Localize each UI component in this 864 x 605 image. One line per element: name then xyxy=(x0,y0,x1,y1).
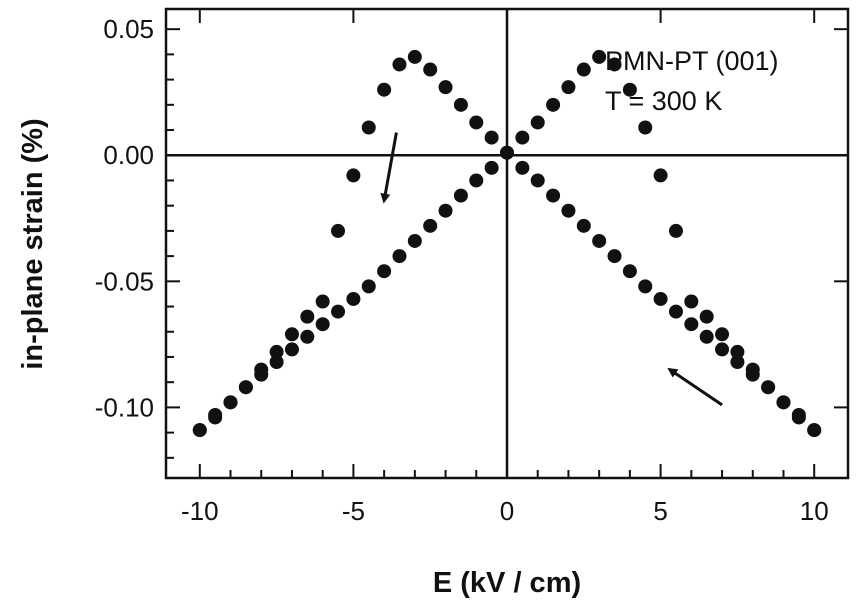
x-tick-label: -10 xyxy=(181,496,219,526)
data-point xyxy=(607,249,622,264)
data-point xyxy=(407,233,422,248)
x-tick-label: -5 xyxy=(342,496,365,526)
data-point xyxy=(331,304,346,319)
data-point xyxy=(254,362,269,377)
data-point xyxy=(500,145,514,160)
data-point xyxy=(469,115,484,130)
data-point xyxy=(776,395,791,410)
data-point xyxy=(592,233,607,248)
data-point xyxy=(208,410,223,425)
data-point xyxy=(761,380,776,395)
data-point xyxy=(392,249,407,264)
data-point xyxy=(699,309,714,324)
data-point xyxy=(730,344,745,359)
data-point xyxy=(192,423,207,438)
data-point xyxy=(561,203,576,218)
data-point xyxy=(453,188,468,203)
annotation-temperature: T = 300 K xyxy=(605,86,722,116)
data-point xyxy=(484,160,499,175)
data-point xyxy=(423,62,438,77)
y-tick-label: -0.05 xyxy=(95,266,154,296)
data-point xyxy=(453,97,468,112)
data-point xyxy=(346,168,361,183)
data-point xyxy=(530,115,545,130)
data-point xyxy=(407,49,422,64)
data-point xyxy=(576,218,591,233)
data-point xyxy=(607,57,622,72)
sweep-direction-arrow xyxy=(667,367,723,407)
data-point xyxy=(377,264,392,279)
data-point xyxy=(791,407,806,422)
y-axis-title: in-plane strain (%) xyxy=(17,118,49,369)
y-tick-label: 0.00 xyxy=(103,140,154,170)
data-point xyxy=(515,130,530,145)
data-point xyxy=(745,367,760,382)
data-point xyxy=(269,355,284,370)
data-point xyxy=(715,342,730,357)
data-point xyxy=(392,57,407,72)
data-point xyxy=(715,327,730,342)
data-point xyxy=(668,304,683,319)
data-point xyxy=(269,344,284,359)
y-tick-label: 0.05 xyxy=(103,14,154,44)
sweep-direction-arrow xyxy=(380,132,398,204)
data-point xyxy=(653,291,668,306)
data-point xyxy=(546,188,561,203)
data-point xyxy=(515,160,530,175)
y-tick-label: -0.10 xyxy=(95,392,154,422)
data-point xyxy=(469,173,484,188)
x-axis-title: E (kV / cm) xyxy=(433,567,581,599)
data-point xyxy=(592,49,607,64)
data-point xyxy=(684,317,699,332)
data-point xyxy=(300,309,315,324)
data-point xyxy=(361,279,376,294)
data-point xyxy=(346,291,361,306)
data-point xyxy=(807,423,822,438)
annotation-material: PMN-PT (001) xyxy=(605,46,779,76)
data-point xyxy=(223,395,238,410)
data-point xyxy=(668,223,683,238)
x-tick-label: 5 xyxy=(653,496,667,526)
data-point xyxy=(530,173,545,188)
data-point xyxy=(684,294,699,309)
data-point xyxy=(561,80,576,95)
data-point xyxy=(315,317,330,332)
data-point xyxy=(315,294,330,309)
data-point xyxy=(284,342,299,357)
data-point xyxy=(300,329,315,344)
data-point xyxy=(377,82,392,97)
data-point xyxy=(730,355,745,370)
data-point xyxy=(331,223,346,238)
data-point xyxy=(438,203,453,218)
data-point xyxy=(622,82,637,97)
data-point xyxy=(484,130,499,145)
series-1 xyxy=(192,49,822,438)
data-point xyxy=(576,62,591,77)
x-tick-label: 10 xyxy=(800,496,829,526)
data-point xyxy=(653,168,668,183)
data-point xyxy=(699,329,714,344)
data-point xyxy=(638,120,653,135)
data-point xyxy=(546,97,561,112)
data-point xyxy=(638,279,653,294)
data-point xyxy=(284,327,299,342)
data-point xyxy=(423,218,438,233)
data-point xyxy=(622,264,637,279)
data-point xyxy=(438,80,453,95)
x-tick-label: 0 xyxy=(500,496,514,526)
data-point xyxy=(238,380,253,395)
data-point xyxy=(361,120,376,135)
